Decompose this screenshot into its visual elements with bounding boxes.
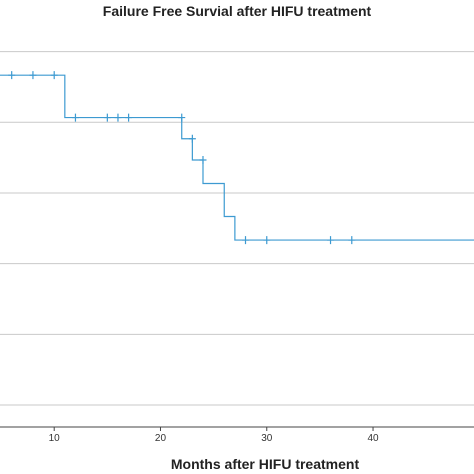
censor-mark-4: [103, 113, 111, 122]
survival-curve-0: [0, 74, 474, 241]
censor-mark-6: [125, 113, 133, 122]
censor-mark-3: [71, 113, 79, 122]
x-tick-label-40: 40: [367, 433, 379, 444]
x-tick-label-30: 30: [261, 433, 273, 444]
censor-mark-11: [263, 236, 271, 245]
gridlines: [0, 51, 474, 406]
censor-mark-13: [348, 236, 356, 245]
x-axis-label: Months after HIFU treatment: [170, 456, 360, 472]
censor-mark-8: [188, 134, 196, 143]
censor-mark-0: [8, 71, 16, 80]
censor-mark-10: [242, 236, 250, 245]
x-tick-label-20: 20: [155, 433, 167, 444]
censor-mark-7: [178, 113, 186, 122]
x-ticks: 10 20 30 40: [49, 427, 379, 444]
censor-mark-9: [199, 155, 207, 164]
censor-mark-2: [50, 71, 58, 80]
series-group: [0, 71, 474, 245]
censor-mark-12: [327, 236, 335, 245]
chart-title: Failure Free Survial after HIFU treatmen…: [102, 3, 372, 19]
x-tick-label-10: 10: [49, 433, 61, 444]
censor-mark-5: [114, 113, 122, 122]
censor-mark-1: [29, 71, 37, 80]
